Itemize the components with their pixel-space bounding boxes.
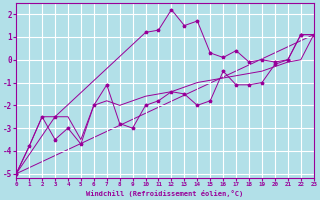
X-axis label: Windchill (Refroidissement éolien,°C): Windchill (Refroidissement éolien,°C): [86, 190, 244, 197]
